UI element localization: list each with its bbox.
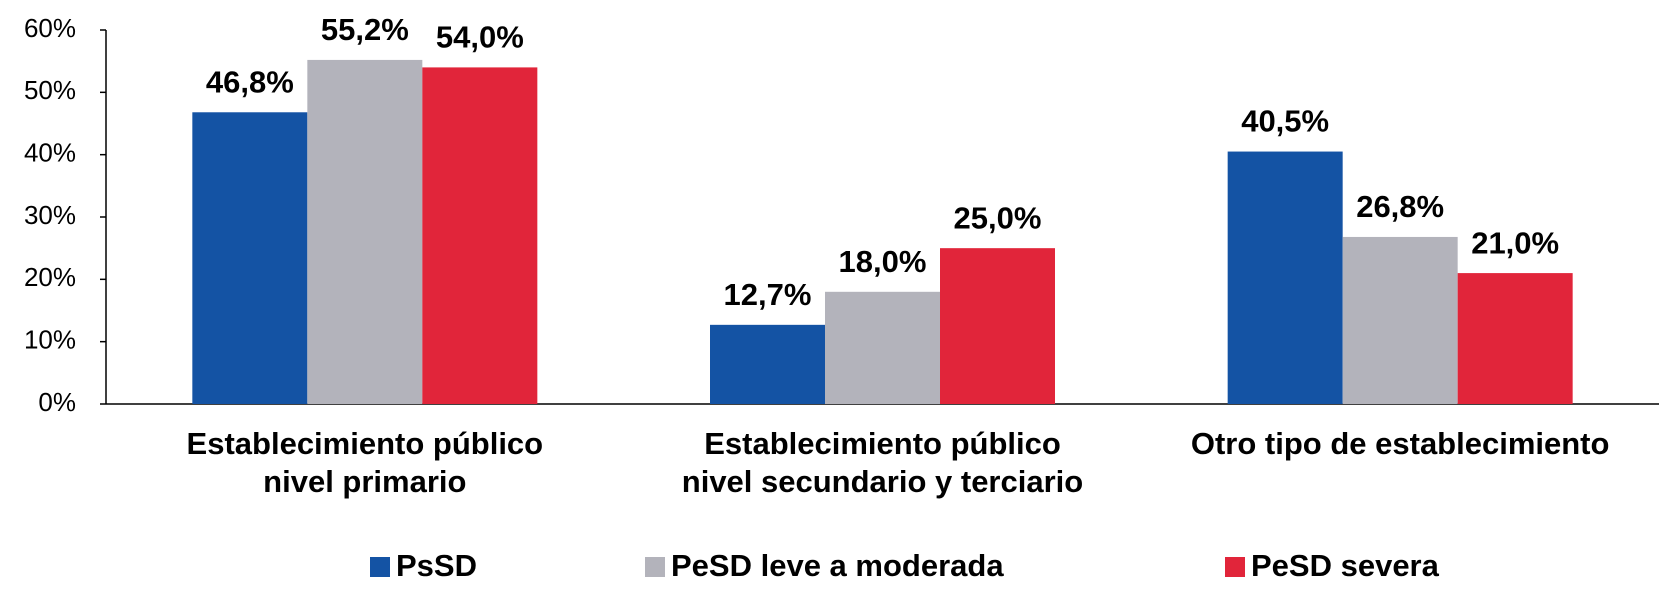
y-tick-label: 0%	[38, 387, 76, 417]
x-tick-label: Otro tipo de establecimiento	[1191, 426, 1610, 461]
x-tick-label: Establecimiento público nivel secundario …	[682, 426, 1083, 499]
legend-swatch	[645, 557, 665, 577]
bar	[825, 291, 940, 404]
data-label: 40,5%	[1241, 104, 1329, 139]
data-label: 25,0%	[954, 200, 1042, 235]
bar	[1457, 273, 1573, 404]
bar	[940, 248, 1055, 404]
y-tick-label: 30%	[24, 200, 76, 230]
bar	[422, 67, 538, 405]
bar	[307, 59, 423, 405]
x-tick-label-line: Establecimiento público	[187, 426, 544, 461]
x-tick-label-line: Otro tipo de establecimiento	[1191, 426, 1610, 461]
legend-label: PsSD	[396, 548, 477, 583]
y-tick-label: 10%	[24, 325, 76, 355]
y-tick-label: 20%	[24, 262, 76, 292]
legend-swatch	[1225, 557, 1245, 577]
data-label: 12,7%	[724, 277, 812, 312]
legend-label: PeSD leve a moderada	[671, 548, 1004, 583]
legend-swatch	[370, 557, 390, 577]
bar	[1227, 151, 1343, 404]
y-tick-label: 60%	[24, 13, 76, 43]
x-tick-label: Establecimiento público nivel primario	[187, 426, 544, 499]
data-label: 21,0%	[1471, 225, 1559, 260]
data-label: 26,8%	[1356, 189, 1444, 224]
x-tick-label-line: nivel primario	[263, 464, 466, 499]
data-label: 54,0%	[436, 20, 524, 55]
legend-label: PeSD severa	[1251, 548, 1440, 583]
data-label: 46,8%	[206, 64, 294, 99]
y-tick-label: 50%	[24, 75, 76, 105]
bar	[710, 324, 825, 404]
x-tick-label-line: Establecimiento público	[704, 426, 1061, 461]
x-tick-label-line: nivel secundario y terciario	[682, 464, 1083, 499]
data-label: 18,0%	[839, 244, 927, 279]
data-label: 55,2%	[321, 12, 409, 47]
bar	[192, 112, 308, 404]
y-tick-label: 40%	[24, 138, 76, 168]
bar	[1342, 236, 1458, 404]
